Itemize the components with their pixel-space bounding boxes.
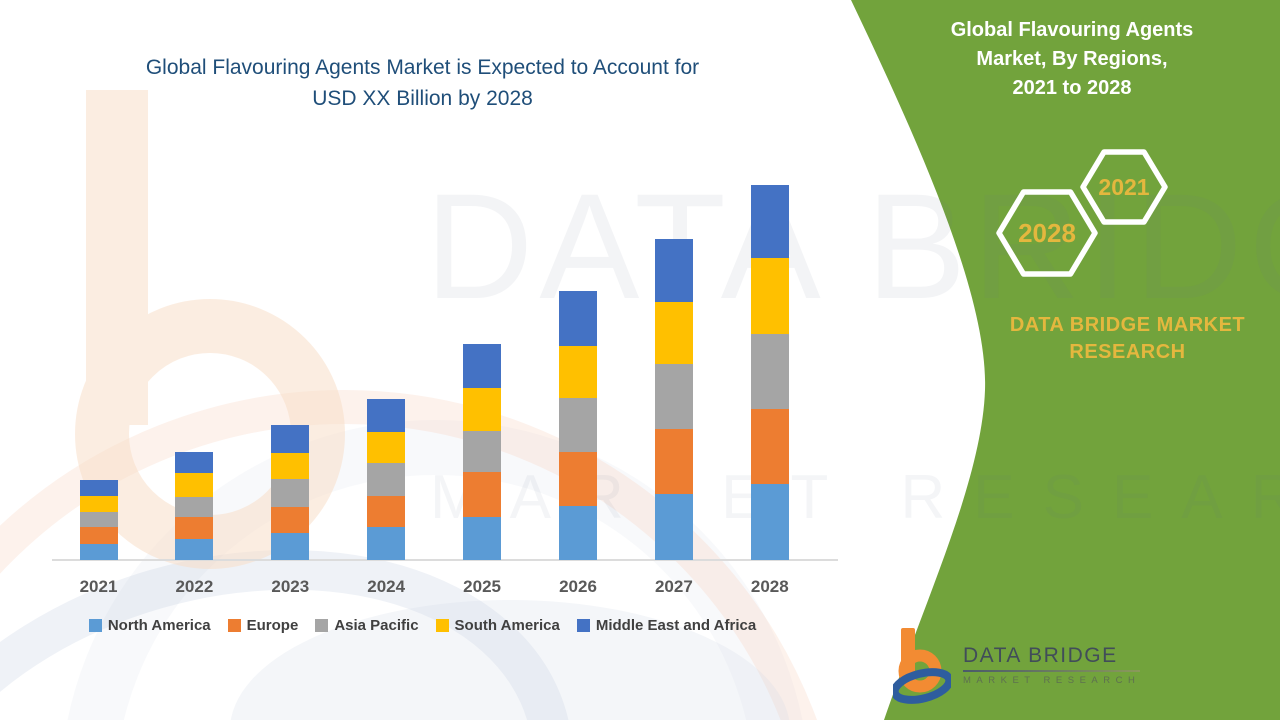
bar-segment-north-america-2024 [367,527,406,560]
legend-label-north-america: North America [107,617,211,634]
chart-title-line1: Global Flavouring Agents Market is Expec… [145,56,700,79]
x-axis-label-2028: 2028 [750,577,789,596]
chart-legend: North America Europe Asia Pacific South Ame… [0,617,845,634]
side-panel-title-line3: 2021 to 2028 [1012,77,1132,99]
bar-segment-europe-2028 [750,409,789,484]
bar-segment-europe-2025 [463,472,502,517]
bar-segment-middle-east-and-africa-2026 [559,291,597,346]
footer-logo-subtitle: MARKET RESEARCH [963,675,1141,686]
bar-segment-middle-east-and-africa-2021 [79,480,118,496]
bar-segment-asia-pacific-2028 [750,334,789,409]
legend-item-asia-pacific: Asia Pacific [315,617,419,634]
x-axis-line [52,559,838,561]
data-bridge-b-icon [893,628,951,704]
chart-title-line2: USD XX Billion by 2028 [312,87,533,110]
x-axis-label-2022: 2022 [175,577,214,596]
footer-logo-brand: DATA BRIDGE [963,644,1118,667]
x-axis-label-2021: 2021 [79,577,118,596]
bar-segment-europe-2023 [271,507,310,533]
bar-segment-middle-east-and-africa-2022 [175,452,214,473]
legend-swatch-asia-pacific [315,619,329,632]
footer-logo: DATA BRIDGE MARKET RESEARCH [893,626,1141,704]
bar-stack-2025 [434,344,530,560]
bar-segment-europe-2021 [79,527,118,544]
bar-segment-north-america-2025 [463,517,502,560]
bar-stack-2028 [722,185,818,560]
bar-segment-south-america-2021 [79,496,118,512]
bar-plot-area: 2021 2022 2023 2024 2025 2026 2027 2028 [51,185,818,596]
side-panel-title: Global Flavouring Agents Market, By Regi… [872,16,1272,103]
footer-logo-text: DATA BRIDGE MARKET RESEARCH [963,644,1141,686]
bar-segment-north-america-2027 [654,494,693,560]
legend-item-south-america: South America [435,617,560,634]
bar-segment-middle-east-and-africa-2028 [750,185,789,258]
legend-item-middle-east-and-africa: Middle East and Africa [576,617,757,634]
bar-segment-asia-pacific-2023 [271,479,310,507]
side-panel-brand-heading: DATA BRIDGE MARKET RESEARCH [955,312,1280,366]
bar-segment-south-america-2024 [367,432,406,463]
x-axis-label-2027: 2027 [654,577,693,596]
hexagon-2021: 2021 [1080,149,1168,225]
legend-swatch-europe [227,619,241,632]
bar-segment-north-america-2026 [559,506,597,560]
bar-stack-2026 [530,291,626,560]
legend-item-europe: Europe [227,617,299,634]
bar-segment-europe-2027 [654,429,693,494]
bar-segment-south-america-2028 [750,258,789,334]
x-axis-label-2024: 2024 [367,577,406,596]
hexagon-2028: 2028 [996,189,1098,277]
x-axis-label-2023: 2023 [271,577,310,596]
bar-stack-2024 [338,399,434,560]
legend-swatch-north-america [88,619,102,632]
bar-segment-asia-pacific-2026 [559,398,597,452]
bar-stack-2021 [51,480,147,560]
bar-segment-europe-2022 [175,517,214,539]
legend-label-south-america: South America [454,617,560,634]
bar-segment-north-america-2023 [271,533,310,560]
bar-segment-north-america-2021 [79,544,118,560]
bar-segment-middle-east-and-africa-2023 [271,425,310,453]
bar-segment-north-america-2028 [750,484,789,560]
chart-title: Global Flavouring Agents Market is Expec… [0,52,845,114]
legend-label-asia-pacific: Asia Pacific [334,617,419,634]
bar-segment-europe-2024 [367,496,406,527]
bar-stack-2023 [242,425,338,560]
legend-item-north-america: North America [88,617,211,634]
legend-label-middle-east-and-africa: Middle East and Africa [595,617,757,634]
side-panel-title-line2: Market, By Regions, [976,48,1168,70]
bar-stack-2022 [146,452,242,560]
bar-segment-asia-pacific-2027 [654,364,693,429]
bar-segment-europe-2026 [559,452,597,506]
legend-swatch-middle-east-and-africa [576,619,590,632]
bar-segment-south-america-2026 [559,346,597,398]
bar-segment-middle-east-and-africa-2024 [367,399,406,432]
brand-heading-line1: DATA BRIDGE MARKET [1009,314,1246,336]
hexagon-2021-label: 2021 [1098,174,1149,200]
bar-segment-north-america-2022 [175,539,214,560]
bar-segment-south-america-2025 [463,388,502,431]
side-panel-title-line1: Global Flavouring Agents [950,19,1194,41]
legend-label-europe: Europe [246,617,299,634]
bar-segment-south-america-2022 [175,473,214,497]
brand-heading-line2: RESEARCH [1069,341,1186,363]
bar-segment-asia-pacific-2024 [367,463,406,496]
x-axis-label-2025: 2025 [463,577,501,596]
bar-segment-middle-east-and-africa-2027 [654,239,693,302]
hexagon-2028-label: 2028 [1018,218,1076,248]
bar-segment-south-america-2023 [271,453,310,479]
bar-segment-south-america-2027 [654,302,693,364]
bar-segment-asia-pacific-2021 [79,512,118,527]
bar-stack-2027 [626,239,722,560]
legend-swatch-south-america [435,619,449,632]
bar-segment-asia-pacific-2022 [175,497,214,517]
bar-segment-asia-pacific-2025 [463,431,502,472]
x-axis-label-2026: 2026 [559,577,597,596]
bar-segment-middle-east-and-africa-2025 [463,344,502,388]
footer-logo-rule [963,670,1141,672]
